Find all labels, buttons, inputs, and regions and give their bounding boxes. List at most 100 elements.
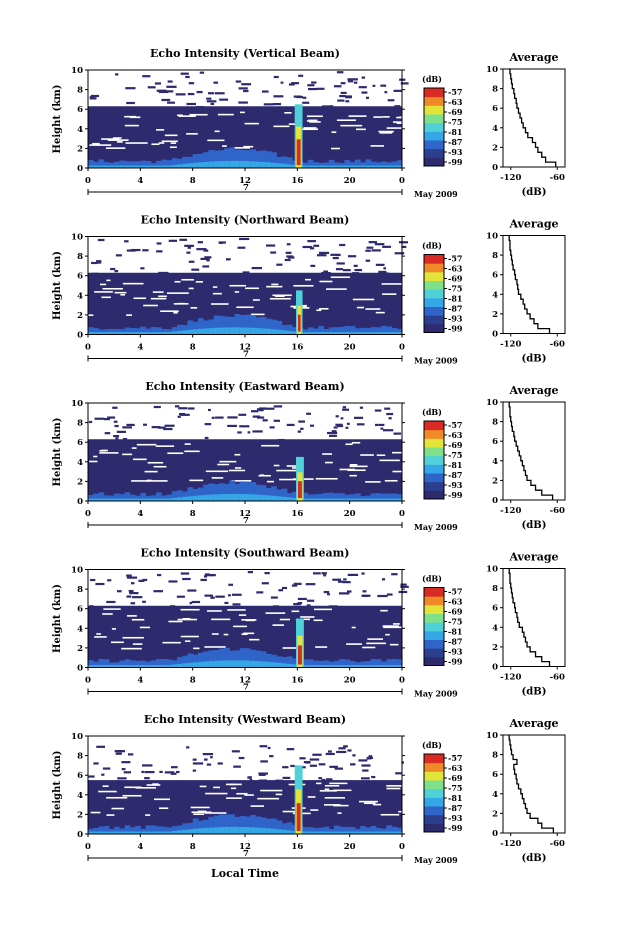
boundary-layer-core bbox=[302, 498, 309, 501]
boundary-layer-core bbox=[396, 498, 403, 501]
profile-line bbox=[508, 402, 554, 500]
echo-gap bbox=[358, 800, 378, 803]
boundary-layer bbox=[229, 814, 236, 834]
echo-fragment bbox=[384, 407, 391, 410]
echo-fragment bbox=[333, 426, 338, 429]
y-tick-label: 4 bbox=[77, 791, 83, 801]
echo-fragment bbox=[378, 270, 387, 274]
boundary-layer-core bbox=[260, 661, 267, 668]
boundary-layer bbox=[224, 647, 230, 668]
boundary-layer-core bbox=[114, 665, 120, 668]
colorbar-tick-label: -87 bbox=[448, 637, 462, 647]
boundary-layer-core bbox=[344, 165, 351, 168]
echo-fragment bbox=[360, 777, 370, 780]
echo-gap bbox=[316, 782, 322, 785]
echo-fragment bbox=[398, 590, 408, 594]
boundary-layer bbox=[396, 827, 403, 834]
boundary-layer bbox=[176, 657, 183, 668]
echo-gap bbox=[89, 460, 98, 463]
boundary-layer-core bbox=[103, 165, 110, 168]
profile-y-tick-label: 0 bbox=[492, 663, 498, 673]
echo-gap bbox=[233, 625, 248, 628]
boundary-layer bbox=[88, 494, 94, 501]
echo-fragment bbox=[287, 256, 295, 259]
echo-gap bbox=[351, 626, 356, 629]
echo-gap bbox=[211, 618, 231, 621]
echo-gap bbox=[222, 145, 227, 147]
panel-0: Echo Intensity (Vertical Beam) 0 2 4 6 8 10 Hei… bbox=[52, 47, 566, 199]
boundary-layer bbox=[307, 659, 314, 668]
boundary-layer bbox=[135, 328, 141, 335]
boundary-layer-core bbox=[360, 498, 366, 501]
boundary-layer bbox=[333, 493, 340, 501]
boundary-layer-core bbox=[307, 831, 314, 834]
echo-fragment bbox=[163, 427, 173, 431]
boundary-layer-core bbox=[208, 328, 215, 335]
boundary-layer bbox=[276, 489, 283, 501]
boundary-layer bbox=[176, 490, 183, 501]
echo-gap bbox=[336, 119, 357, 122]
echo-fragment bbox=[126, 576, 138, 579]
boundary-layer bbox=[344, 494, 351, 501]
boundary-layer-core bbox=[250, 827, 256, 834]
y-tick-label: 4 bbox=[77, 125, 83, 135]
boundary-layer-core bbox=[208, 494, 215, 501]
boundary-layer-core bbox=[349, 165, 356, 168]
boundary-layer-core bbox=[93, 831, 99, 834]
boundary-layer bbox=[182, 324, 188, 335]
boundary-layer-core bbox=[213, 327, 220, 335]
boundary-layer bbox=[150, 825, 157, 834]
echo-gap bbox=[205, 792, 228, 795]
echo-gap bbox=[153, 465, 167, 468]
colorbar-tick-label: -87 bbox=[448, 470, 462, 480]
echo-gap bbox=[205, 470, 229, 473]
x-tick-label: 0 bbox=[85, 509, 91, 519]
echo-fragment bbox=[327, 750, 332, 753]
boundary-layer bbox=[234, 313, 241, 335]
boundary-layer bbox=[108, 495, 115, 501]
echo-fragment bbox=[343, 578, 347, 581]
boundary-layer-core bbox=[192, 329, 199, 335]
echo-gap bbox=[184, 443, 191, 445]
boundary-layer-core bbox=[323, 332, 330, 335]
echo-fragment bbox=[285, 251, 292, 254]
boundary-layer-core bbox=[129, 498, 136, 501]
x-tick-label: 20 bbox=[344, 176, 356, 186]
boundary-layer-core bbox=[250, 494, 256, 501]
echo-gap bbox=[167, 452, 184, 455]
boundary-layer bbox=[354, 662, 361, 668]
echo-gap bbox=[386, 785, 408, 787]
panel-title: Echo Intensity (Eastward Beam) bbox=[145, 380, 344, 393]
echo-fragment bbox=[89, 605, 94, 608]
echo-gap bbox=[303, 127, 317, 129]
echo-fragment bbox=[187, 589, 197, 592]
echo-gap bbox=[323, 804, 341, 806]
boundary-layer bbox=[354, 328, 361, 335]
boundary-layer bbox=[156, 658, 162, 668]
echo-gap bbox=[131, 447, 137, 449]
echo-fragment bbox=[291, 82, 300, 85]
boundary-layer-core bbox=[229, 660, 236, 668]
echo-gap bbox=[155, 445, 175, 447]
boundary-layer bbox=[150, 495, 157, 501]
boundary-layer bbox=[265, 318, 272, 335]
echo-gap bbox=[94, 291, 113, 293]
echo-gap bbox=[392, 121, 406, 123]
boundary-layer-core bbox=[197, 828, 204, 834]
echo-fragment bbox=[339, 592, 350, 595]
echo-fragment bbox=[122, 426, 133, 429]
boundary-layer bbox=[234, 483, 241, 501]
boundary-layer bbox=[245, 648, 251, 668]
echo-fragment bbox=[264, 572, 270, 575]
profile-x-label: (dB) bbox=[522, 187, 547, 198]
echo-fragment bbox=[206, 97, 212, 100]
boundary-layer bbox=[328, 492, 335, 501]
boundary-layer bbox=[145, 328, 152, 335]
boundary-layer-core bbox=[108, 498, 115, 501]
boundary-layer bbox=[229, 650, 236, 668]
echo-fragment bbox=[400, 82, 409, 85]
echo-gap bbox=[213, 786, 221, 789]
boundary-layer bbox=[396, 659, 403, 668]
echo-fragment bbox=[154, 82, 161, 85]
echo-fragment bbox=[130, 602, 136, 605]
